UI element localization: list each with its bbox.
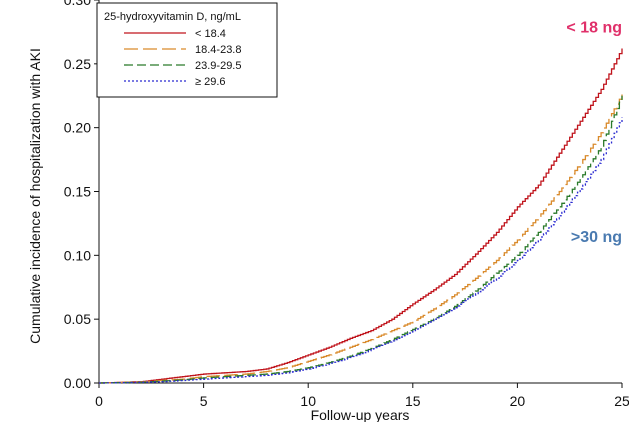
x-ticks: 0 5 10 15 20 25 bbox=[95, 383, 629, 409]
x-axis-title: Follow-up years bbox=[311, 407, 410, 422]
series-line-4 bbox=[99, 117, 623, 384]
y-tick-label: 0.30 bbox=[64, 0, 91, 8]
y-tick-label: 0.15 bbox=[64, 184, 91, 200]
x-tick-label: 10 bbox=[300, 393, 316, 409]
annotation-label: >30 ng bbox=[571, 229, 622, 246]
series-lines bbox=[99, 48, 623, 384]
legend-title: 25-hydroxyvitamin D, ng/mL bbox=[104, 11, 241, 23]
y-tick-label: 0.10 bbox=[64, 247, 91, 263]
legend-label: 18.4-23.8 bbox=[195, 44, 241, 56]
legend-entries: < 18.4 18.4-23.8 23.9-29.5 ≥ 29.6 bbox=[124, 28, 241, 88]
x-tick-label: 25 bbox=[614, 393, 629, 409]
x-tick-label: 5 bbox=[200, 393, 208, 409]
legend-label: < 18.4 bbox=[195, 28, 226, 40]
annotations: < 18 ng >30 ng bbox=[566, 20, 622, 246]
y-tick-label: 0.05 bbox=[64, 311, 91, 327]
annotation-label: < 18 ng bbox=[566, 20, 622, 37]
y-tick-label: 0.00 bbox=[64, 375, 91, 391]
x-tick-label: 20 bbox=[510, 393, 526, 409]
y-tick-label: 0.20 bbox=[64, 120, 91, 136]
y-tick-label: 0.25 bbox=[64, 56, 91, 72]
x-tick-label: 15 bbox=[405, 393, 421, 409]
legend-box bbox=[96, 2, 278, 98]
x-tick-label: 0 bbox=[95, 393, 103, 409]
legend-label: 23.9-29.5 bbox=[195, 60, 241, 72]
series-line-1 bbox=[99, 48, 623, 384]
legend: 25-hydroxyvitamin D, ng/mL < 18.4 18.4-23… bbox=[96, 2, 278, 98]
series-line-3 bbox=[99, 95, 623, 384]
legend-label: ≥ 29.6 bbox=[195, 76, 226, 88]
y-axis-title: Cumulative incidence of hospitalization … bbox=[27, 48, 43, 344]
series-line-2 bbox=[99, 94, 623, 384]
y-ticks: 0.00 0.05 0.10 0.15 0.20 0.25 0.30 bbox=[64, 0, 99, 391]
